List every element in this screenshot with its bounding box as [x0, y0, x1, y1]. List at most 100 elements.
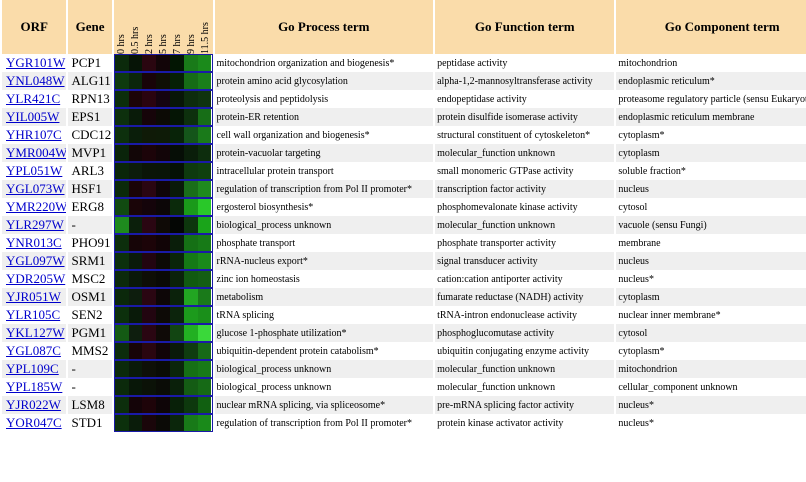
- go-component-cell: soluble fraction*: [616, 162, 806, 180]
- go-component-cell: mitochondrion: [616, 54, 806, 72]
- heatmap-timepoint: [197, 145, 212, 161]
- gene-cell: -: [68, 378, 112, 396]
- orf-cell: YLR105C: [2, 306, 67, 324]
- go-process-cell: protein-ER retention: [214, 108, 434, 126]
- heatmap-timepoint: [170, 55, 184, 71]
- orf-link[interactable]: YJR022W: [6, 397, 61, 412]
- heatmap-timepoint: [156, 289, 171, 305]
- heatmap-timepoint: [197, 199, 212, 215]
- orf-cell: YMR220W: [2, 198, 67, 216]
- heatmap-timepoint: [197, 289, 212, 305]
- orf-link[interactable]: YGR101W: [6, 55, 66, 70]
- orf-cell: YGR101W: [2, 54, 67, 72]
- orf-link[interactable]: YJR051W: [6, 289, 61, 304]
- expression-heatmap: [113, 396, 213, 414]
- heatmap-timepoint: [156, 163, 171, 179]
- orf-link[interactable]: YLR421C: [6, 91, 61, 106]
- orf-link[interactable]: YLR105C: [6, 307, 61, 322]
- table-row: YLR297W - biological_process unknown molecu…: [2, 216, 806, 234]
- gene-cell: MVP1: [68, 144, 112, 162]
- table-row: YJR051W OSM1 metabolism fumarate reductase …: [2, 288, 806, 306]
- orf-link[interactable]: YDR205W: [6, 271, 66, 286]
- orf-link[interactable]: YOR047C: [6, 415, 62, 430]
- expression-heatmap-cell: [113, 90, 213, 108]
- go-component-column-header: Go Component term: [616, 0, 806, 54]
- heatmap-timepoint: [114, 181, 129, 197]
- heatmap-timepoint: [156, 379, 171, 395]
- time-label: 11.5 hrs: [199, 22, 211, 54]
- go-component-cell: proteasome regulatory particle (sensu Eu…: [616, 90, 806, 108]
- heatmap-timepoint: [197, 271, 212, 287]
- heatmap-timepoint: [142, 235, 157, 251]
- time-label: 0 hrs: [115, 34, 127, 54]
- expression-heatmap: [113, 144, 213, 162]
- orf-cell: YPL109C: [2, 360, 67, 378]
- heatmap-timepoint: [114, 73, 129, 89]
- orf-cell: YJR022W: [2, 396, 67, 414]
- heatmap-timepoint: [170, 415, 184, 431]
- heatmap-timepoint: [183, 163, 198, 179]
- orf-link[interactable]: YNL048W: [6, 73, 65, 88]
- go-process-cell: biological_process unknown: [214, 360, 434, 378]
- gene-cell: ERG8: [68, 198, 112, 216]
- go-function-cell: molecular_function unknown: [435, 216, 615, 234]
- heatmap-timepoint: [197, 91, 212, 107]
- go-process-cell: phosphate transport: [214, 234, 434, 252]
- orf-link[interactable]: YGL097W: [6, 253, 65, 268]
- heatmap-timepoint: [170, 91, 184, 107]
- go-function-cell: protein disulfide isomerase activity: [435, 108, 615, 126]
- expression-heatmap-cell: [113, 414, 213, 432]
- heatmap-timepoint: [156, 181, 171, 197]
- go-function-column-header: Go Function term: [435, 0, 615, 54]
- heatmap-timepoint: [197, 181, 212, 197]
- go-process-cell: glucose 1-phosphate utilization*: [214, 324, 434, 342]
- heatmap-timepoint: [128, 271, 143, 287]
- expression-heatmap: [113, 324, 213, 342]
- heatmap-timepoint: [114, 325, 129, 341]
- heatmap-timepoint: [128, 289, 143, 305]
- orf-cell: YGL097W: [2, 252, 67, 270]
- heatmap-timepoint: [183, 379, 198, 395]
- expression-heatmap: [113, 126, 213, 144]
- orf-link[interactable]: YPL051W: [6, 163, 63, 178]
- orf-link[interactable]: YPL185W: [6, 379, 63, 394]
- table-row: YGL097W SRM1 rRNA-nucleus export* signal tr…: [2, 252, 806, 270]
- orf-link[interactable]: YGL073W: [6, 181, 65, 196]
- heatmap-timepoint: [128, 145, 143, 161]
- heatmap-timepoint: [197, 379, 212, 395]
- heatmap-timepoint: [142, 271, 157, 287]
- heatmap-timepoint: [128, 397, 143, 413]
- heatmap-timepoint: [142, 109, 157, 125]
- heatmap-timepoint: [114, 253, 129, 269]
- orf-cell: YLR297W: [2, 216, 67, 234]
- gene-cell: PGM1: [68, 324, 112, 342]
- heatmap-timepoint: [128, 73, 143, 89]
- heatmap-timepoint: [114, 199, 129, 215]
- orf-link[interactable]: YKL127W: [6, 325, 65, 340]
- orf-link[interactable]: YGL087C: [6, 343, 61, 358]
- orf-link[interactable]: YMR004W: [6, 145, 67, 160]
- orf-link[interactable]: YNR013C: [6, 235, 62, 250]
- expression-heatmap: [113, 162, 213, 180]
- go-component-cell: cytoplasm: [616, 288, 806, 306]
- orf-link[interactable]: YIL005W: [6, 109, 60, 124]
- go-component-cell: nucleus: [616, 252, 806, 270]
- orf-link[interactable]: YLR297W: [6, 217, 64, 232]
- go-function-cell: phosphomevalonate kinase activity: [435, 198, 615, 216]
- expression-heatmap-cell: [113, 144, 213, 162]
- heatmap-timepoint: [142, 253, 157, 269]
- gene-column-header: Gene: [68, 0, 112, 54]
- go-function-cell: peptidase activity: [435, 54, 615, 72]
- heatmap-timepoint: [128, 379, 143, 395]
- orf-link[interactable]: YMR220W: [6, 199, 67, 214]
- expression-heatmap-cell: [113, 72, 213, 90]
- orf-link[interactable]: YHR107C: [6, 127, 62, 142]
- heatmap-timepoint: [128, 415, 143, 431]
- expression-heatmap-cell: [113, 324, 213, 342]
- heatmap-timepoint: [197, 253, 212, 269]
- orf-link[interactable]: YPL109C: [6, 361, 59, 376]
- go-function-cell: molecular_function unknown: [435, 378, 615, 396]
- expression-heatmap: [113, 54, 213, 72]
- go-function-cell: signal transducer activity: [435, 252, 615, 270]
- expression-heatmap-cell: [113, 378, 213, 396]
